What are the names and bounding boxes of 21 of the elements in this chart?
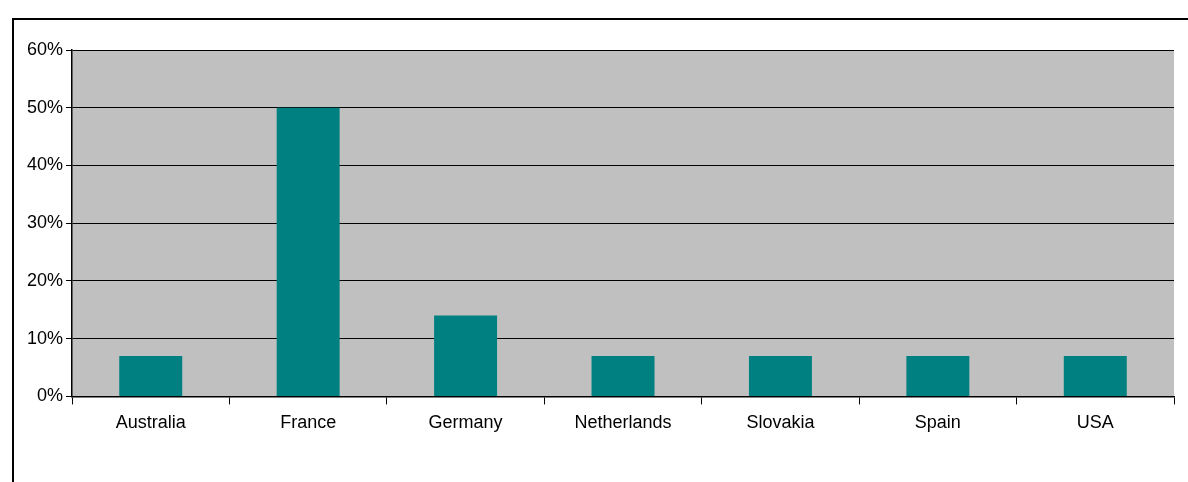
- bar: [748, 355, 812, 396]
- y-tick-label: 40%: [27, 154, 64, 175]
- bar: [906, 355, 970, 396]
- y-tick-label: 30%: [27, 212, 64, 233]
- y-tick-label: 10%: [27, 327, 64, 348]
- y-tick-label: 0%: [37, 385, 64, 406]
- x-tick-label: Slovakia: [746, 412, 816, 433]
- x-tick-label: Australia: [115, 412, 187, 433]
- bar: [119, 355, 183, 396]
- bar: [1063, 355, 1127, 396]
- x-tick-label: Spain: [914, 412, 961, 433]
- x-tick-label: Germany: [428, 412, 503, 433]
- bar: [434, 315, 498, 396]
- y-tick-label: 60%: [27, 38, 64, 59]
- x-tick-label: Netherlands: [574, 412, 672, 433]
- bar: [591, 355, 655, 396]
- y-tick-label: 20%: [27, 269, 64, 290]
- x-tick-label: France: [280, 412, 337, 433]
- y-tick-label: 50%: [27, 96, 64, 117]
- x-tick-label: USA: [1076, 412, 1114, 433]
- bar: [276, 107, 340, 396]
